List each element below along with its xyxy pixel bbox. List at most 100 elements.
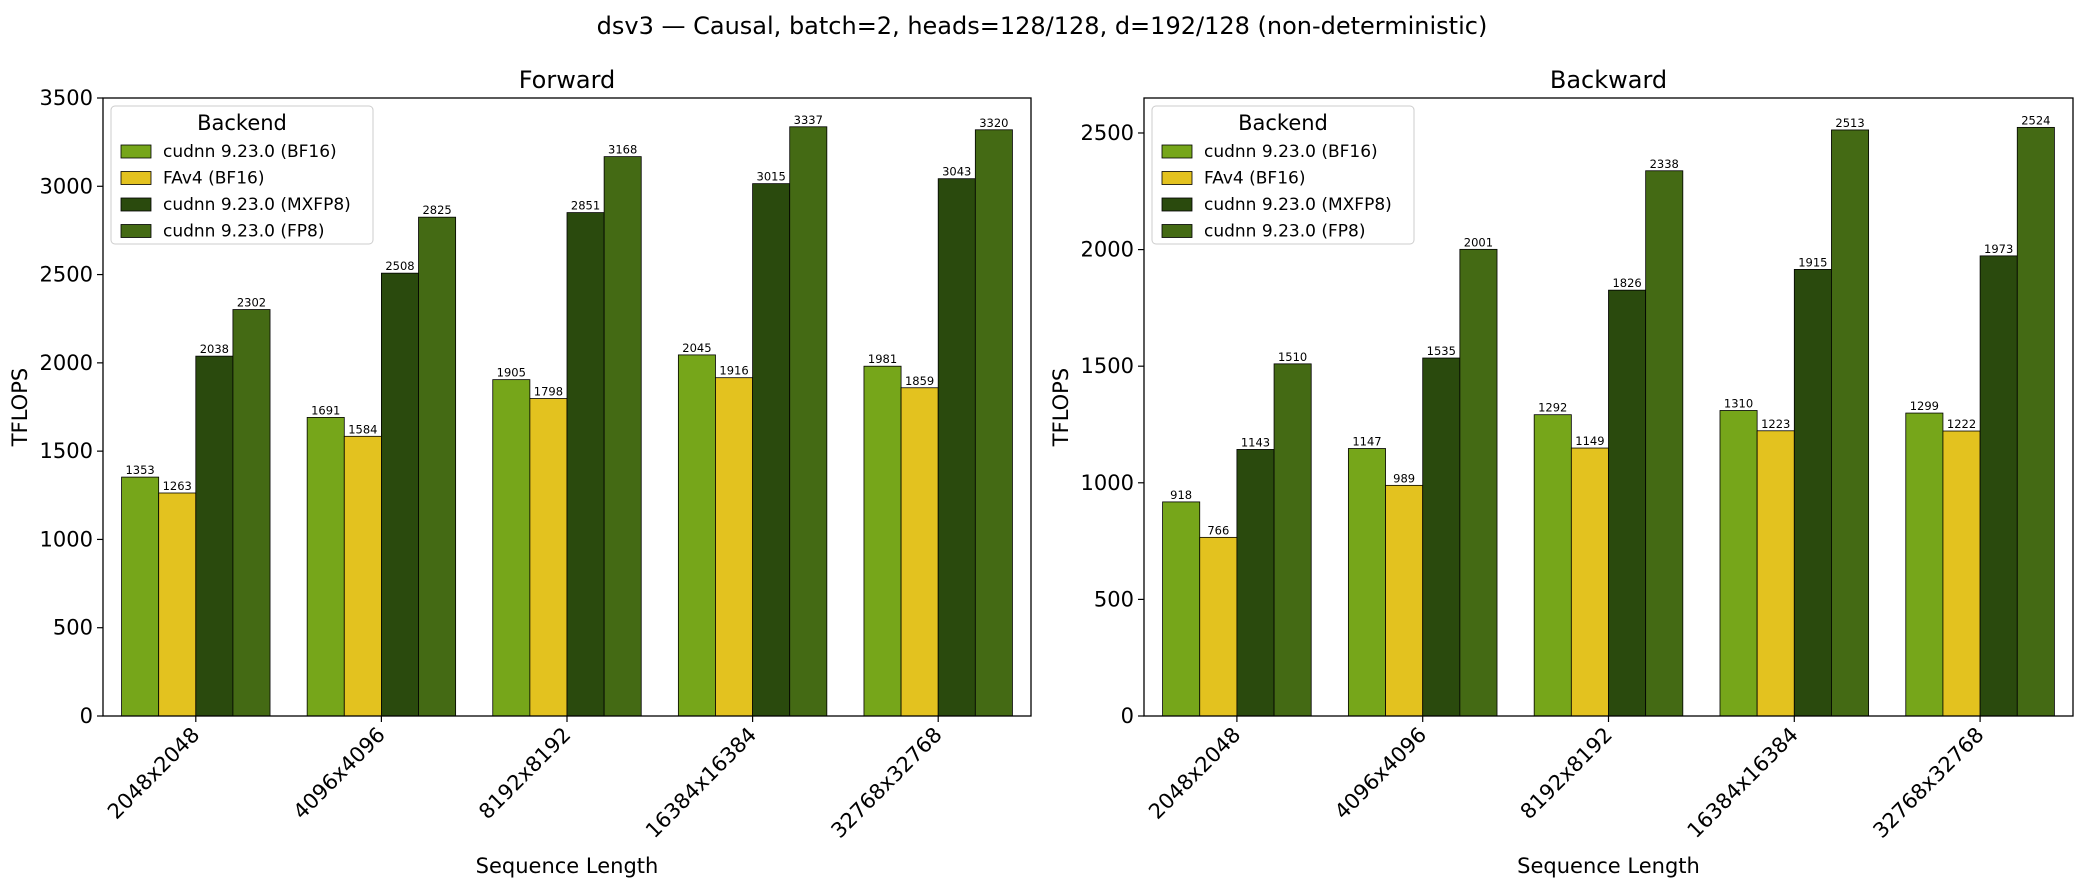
chart-0-x-tick-label: 4096x4096 xyxy=(289,723,390,824)
chart-0-bar xyxy=(900,387,939,717)
chart-1-data-label: 918 xyxy=(1170,488,1192,502)
chart-0-legend-entry: cudnn 9.23.0 (MXFP8) xyxy=(163,195,351,215)
chart-1-bar xyxy=(1756,430,1795,717)
chart-0-title: Forward xyxy=(519,66,616,94)
chart-1-data-label: 1292 xyxy=(1538,401,1567,415)
chart-1-x-tick-label: 32768x32768 xyxy=(1868,723,1988,843)
figure-suptitle: dsv3 — Causal, batch=2, heads=128/128, d… xyxy=(597,12,1488,40)
chart-0-legend-swatch xyxy=(120,144,152,159)
chart-1-data-label: 1510 xyxy=(1278,350,1307,364)
chart-1-data-label: 2001 xyxy=(1464,235,1493,249)
chart-0-data-label: 1916 xyxy=(719,364,748,378)
chart-1-bar xyxy=(1570,447,1609,717)
chart-0-data-label: 2825 xyxy=(422,203,451,217)
chart-0-y-tick-label: 500 xyxy=(53,616,93,640)
chart-1-data-label: 1222 xyxy=(1947,417,1976,431)
chart-1-x-axis-label: Sequence Length xyxy=(1517,854,1700,878)
chart-0-bar xyxy=(343,435,382,717)
chart-1-data-label: 2513 xyxy=(1835,116,1864,130)
chart-0-bar xyxy=(121,476,160,717)
chart-1-bar xyxy=(1347,448,1386,717)
chart-0-y-tick-label: 1500 xyxy=(40,439,93,463)
chart-1-legend-swatch xyxy=(1161,224,1193,238)
chart-1-bar xyxy=(1162,501,1201,717)
chart-0-bar xyxy=(789,126,828,717)
chart-0-bar xyxy=(306,417,345,717)
chart-1-y-tick-label: 1000 xyxy=(1081,471,1134,495)
chart-1-data-label: 1535 xyxy=(1427,344,1456,358)
chart-0-data-label: 3337 xyxy=(794,113,823,127)
chart-0-bar xyxy=(974,129,1013,717)
chart-1-bar xyxy=(1905,412,1944,717)
chart-0-legend-entry: cudnn 9.23.0 (FP8) xyxy=(163,222,324,242)
chart-1-data-label: 1310 xyxy=(1724,396,1753,410)
chart-0-data-label: 1584 xyxy=(348,422,377,436)
chart-1-bar xyxy=(1831,129,1870,717)
chart-1-bar xyxy=(1942,430,1981,717)
chart-0-bar xyxy=(232,309,271,717)
chart-1-data-label: 766 xyxy=(1207,523,1229,537)
chart-0-bar xyxy=(380,272,419,717)
chart-0-data-label: 2038 xyxy=(200,342,229,356)
chart-0-data-label: 2508 xyxy=(385,259,414,273)
chart-1-bar xyxy=(1199,536,1238,717)
chart-0-data-label: 1691 xyxy=(311,403,340,417)
chart-0-data-label: 1798 xyxy=(534,385,563,399)
forward-chart: Forward 1353 1691 1905 2045 1981 1263 1584 1798 1… xyxy=(8,66,1032,878)
chart-1-data-label: 1973 xyxy=(1984,242,2013,256)
chart-0-x-tick-label: 16384x16384 xyxy=(641,723,761,843)
chart-1-legend: Backend cudnn 9.23.0 (BF16) FAv4 (BF16) cud… xyxy=(1151,105,1415,245)
chart-1-legend-entry: cudnn 9.23.0 (MXFP8) xyxy=(1204,195,1392,215)
chart-0-x-tick-label: 8192x8192 xyxy=(474,723,575,824)
chart-0-data-label: 3320 xyxy=(979,116,1008,130)
chart-0-data-label: 3168 xyxy=(608,143,637,157)
chart-1-data-label: 1147 xyxy=(1352,435,1381,449)
chart-1-legend-entry: cudnn 9.23.0 (BF16) xyxy=(1204,142,1378,162)
chart-1-bar xyxy=(1385,484,1424,717)
chart-1-bar xyxy=(1979,255,2018,717)
chart-1-legend-swatch xyxy=(1161,171,1193,185)
chart-1-x-tick-label: 8192x8192 xyxy=(1516,723,1617,824)
chart-1-data-label: 1915 xyxy=(1798,255,1827,269)
chart-0-bar xyxy=(752,183,791,717)
chart-1-data-label: 1299 xyxy=(1910,399,1939,413)
chart-0-data-label: 1353 xyxy=(125,463,154,477)
chart-1-y-tick-label: 500 xyxy=(1094,587,1134,611)
chart-0-bar xyxy=(937,178,976,717)
chart-1-data-label: 1143 xyxy=(1241,435,1270,449)
chart-1-title: Backward xyxy=(1550,66,1667,94)
chart-1-bar xyxy=(1236,449,1275,717)
chart-1-y-tick-label: 2500 xyxy=(1081,121,1134,145)
chart-1-bar xyxy=(1719,410,1758,717)
chart-1-y-tick-label: 0 xyxy=(1121,704,1134,728)
chart-1-bar xyxy=(1793,269,1832,717)
chart-1-legend-entry: FAv4 (BF16) xyxy=(1204,169,1305,189)
chart-0-data-label: 1981 xyxy=(868,352,897,366)
chart-0-bar xyxy=(195,355,234,717)
chart-0-bar xyxy=(677,354,716,717)
chart-1-bar xyxy=(1273,363,1312,717)
chart-0-bar xyxy=(603,156,642,717)
chart-0-bar xyxy=(158,492,197,717)
chart-0-y-axis-label: TFLOPS xyxy=(8,368,32,447)
chart-0-legend-swatch xyxy=(120,224,152,238)
chart-0-legend-swatch xyxy=(120,171,152,185)
chart-1-legend-title: Backend xyxy=(1238,111,1328,135)
chart-0-y-tick-label: 0 xyxy=(80,704,93,728)
chart-0-x-tick-label: 32768x32768 xyxy=(826,723,946,843)
chart-0-data-label: 2302 xyxy=(237,296,266,310)
chart-1-y-tick-label: 2000 xyxy=(1081,238,1134,262)
chart-0-data-label: 3015 xyxy=(757,170,786,184)
chart-1-data-label: 2338 xyxy=(1650,157,1679,171)
chart-1-bar xyxy=(1422,357,1461,717)
chart-0-legend-swatch xyxy=(120,197,152,212)
chart-1-y-axis-label: TFLOPS xyxy=(1049,368,1073,447)
chart-0-y-tick-label: 3000 xyxy=(40,174,93,198)
chart-0-y-tick-label: 3500 xyxy=(40,86,93,110)
chart-1-data-label: 1826 xyxy=(1612,276,1641,290)
chart-1-data-label: 2524 xyxy=(2021,113,2050,127)
chart-1-x-tick-label: 16384x16384 xyxy=(1683,723,1803,843)
chart-1-legend-swatch xyxy=(1161,197,1193,212)
chart-0-legend-title: Backend xyxy=(197,111,287,135)
